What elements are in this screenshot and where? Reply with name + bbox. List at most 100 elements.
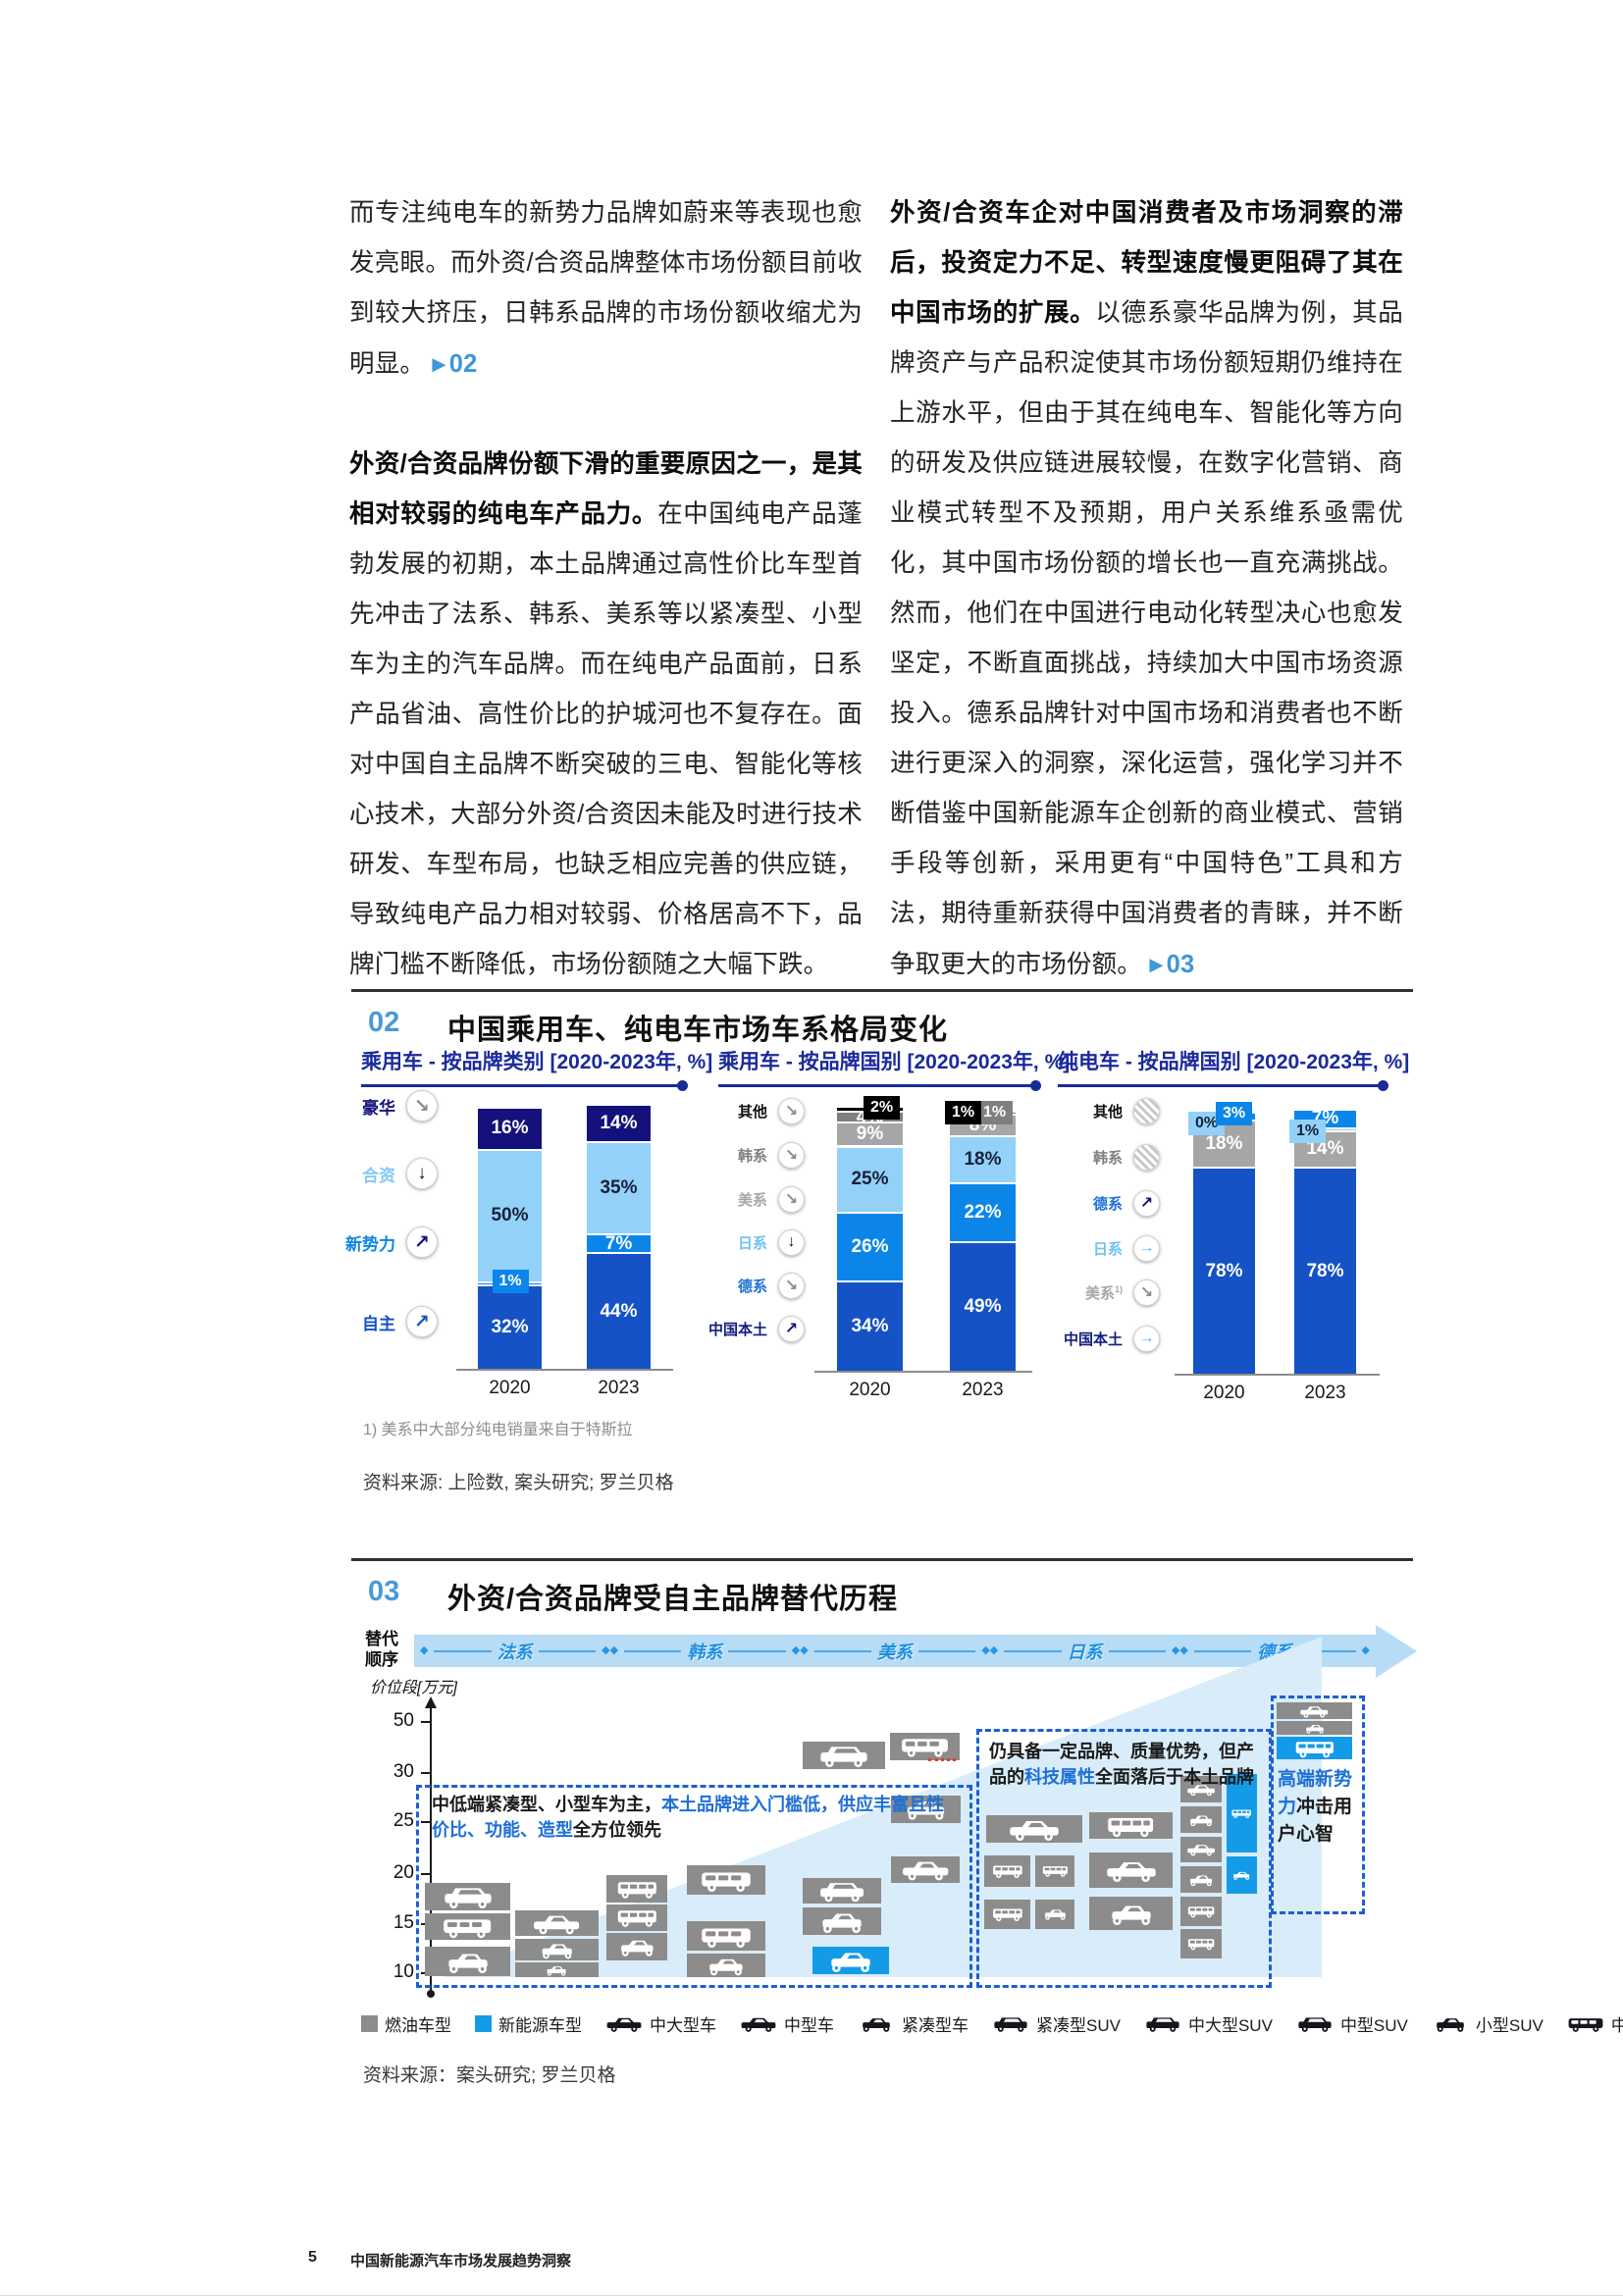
legend-item-label: 中大型车 bbox=[650, 2016, 716, 2035]
legend-item-紧凑型车: 紧凑型车 bbox=[858, 2011, 969, 2036]
annotation-text: 本土品牌进入门槛低，供应丰富且性价比、功能、造型 bbox=[432, 1795, 944, 1840]
legend-item-label: 小型SUV bbox=[1475, 2016, 1544, 2035]
triangle-icon: ▶ bbox=[1149, 954, 1164, 974]
band-line bbox=[1298, 1649, 1356, 1652]
article-column-right: 外资/合资车企对中国消费者及市场洞察的滞后，投资定力不足、转型速度慢更阻碍了其在… bbox=[890, 188, 1403, 1040]
diamond-icon: ◆ bbox=[989, 1644, 999, 1656]
legend-row-自主: 自主 ↗ bbox=[294, 1306, 438, 1337]
chart-title-passenger-by-country: 乘用车 - 按品牌国别 [2020-2023年, %] bbox=[718, 1046, 1070, 1091]
arrow-down-right-icon: ↘ bbox=[778, 1185, 805, 1213]
legend-label: 中国本土 bbox=[707, 1321, 767, 1338]
bar-segment-其他 bbox=[950, 1108, 1016, 1112]
legend-row-德系: 德系 ↗ bbox=[1003, 1189, 1160, 1217]
tick-mark bbox=[421, 1772, 430, 1774]
bar-segment-日系: 25% bbox=[837, 1145, 903, 1212]
figure-link-02[interactable]: ▶ 02 bbox=[425, 350, 477, 378]
annotation-mid: 仍具备一定品牌、质量优势，但产品的科技属性全面落后于本土品牌 bbox=[989, 1739, 1256, 1790]
hatched-circle-icon bbox=[1133, 1097, 1160, 1124]
bar-segment-中国本土: 78% bbox=[1193, 1167, 1255, 1374]
chart-title-passenger-by-brand-type: 乘用车 - 按品牌类别 [2020-2023年, %] bbox=[361, 1046, 712, 1091]
legend-item-label: 中型SUV bbox=[1339, 2016, 1408, 2035]
bar-value-callout: 3% bbox=[1216, 1101, 1253, 1125]
section-divider bbox=[351, 989, 1413, 992]
paragraph-text: 在中国纯电产品蓬勃发展的初期，本土品牌通过高性价比车型首先冲击了法系、韩系、美系… bbox=[349, 500, 863, 978]
annotation-text: 全方位领先 bbox=[573, 1820, 661, 1840]
legend-item-燃油车型: 燃油车型 bbox=[361, 2011, 451, 2036]
suv-car-icon bbox=[1144, 2015, 1181, 2032]
legend-item-中型SUV: 中型SUV bbox=[1296, 2011, 1408, 2036]
legend-item-中大型MPV: 中大型MPV bbox=[1567, 2011, 1623, 2036]
figure-link-03[interactable]: ▶ 03 bbox=[1142, 951, 1194, 978]
red-underline-mark bbox=[928, 1758, 956, 1761]
hatch-car-icon bbox=[858, 2015, 895, 2032]
bar-segment-德系: 7% bbox=[1294, 1109, 1356, 1127]
bar-segment-韩系: 4% bbox=[837, 1108, 903, 1126]
arrow-down-right-icon: ↘ bbox=[778, 1272, 805, 1299]
color-swatch-icon bbox=[475, 2015, 492, 2032]
annotation-text: 全面落后于本土品牌 bbox=[1095, 1767, 1254, 1787]
arrow-down-right-icon: ↘ bbox=[1133, 1278, 1160, 1306]
legend-label: 豪华 bbox=[362, 1098, 395, 1118]
bar-segment-中国本土: 49% bbox=[950, 1240, 1016, 1371]
suv-car-icon bbox=[820, 1746, 867, 1767]
arrow-right-icon: → bbox=[1133, 1325, 1160, 1352]
legend-row-其他: 其他 ↘ bbox=[648, 1097, 805, 1124]
source-line-03: 资料来源：案头研究; 罗兰贝格 bbox=[363, 2065, 616, 2086]
bar-segment-合资: 50% bbox=[478, 1148, 542, 1281]
diamond-icon: ◆ bbox=[791, 1644, 801, 1656]
x-axis bbox=[456, 1369, 673, 1371]
legend-row-德系: 德系 ↘ bbox=[648, 1272, 805, 1299]
arrow-down-right-icon: ↘ bbox=[778, 1097, 805, 1124]
diamond-icon: ◆ bbox=[602, 1644, 610, 1656]
bar-segment-美系: 9% bbox=[837, 1122, 903, 1146]
chart-title-bev-by-country: 纯电车 - 按品牌国别 [2020-2023年, %] bbox=[1058, 1046, 1409, 1091]
tick-label: 50 bbox=[393, 1710, 414, 1731]
section-title: 外资/合资品牌受自主品牌替代历程 bbox=[447, 1584, 899, 1615]
section-number: 03 bbox=[368, 1576, 400, 1607]
bar-segment-合资: 35% bbox=[587, 1140, 651, 1234]
band-line bbox=[434, 1649, 492, 1652]
diamond-icon: ◆ bbox=[1179, 1644, 1188, 1656]
paragraph: 外资/合资车企对中国消费者及市场洞察的滞后，投资定力不足、转型速度慢更阻碍了其在… bbox=[890, 188, 1403, 990]
legend-row-日系: 日系 ↓ bbox=[648, 1228, 805, 1256]
legend-label: 日系 bbox=[737, 1234, 767, 1252]
annotation-premium: 高端新势力冲击用户心智 bbox=[1278, 1766, 1356, 1849]
bar-segment-新势力 bbox=[478, 1280, 542, 1284]
x-axis bbox=[814, 1371, 1032, 1373]
tick-label: 20 bbox=[393, 1862, 414, 1883]
paragraph-lead-bold: 外资/合资车企对中国消费者及市场洞察的滞后，投资定力不足、转型速度慢更阻碍了其在… bbox=[890, 199, 1403, 327]
band-segment-美系: ◆ 美系 ◆ bbox=[800, 1639, 990, 1664]
annotation-text: 冲击用户心智 bbox=[1278, 1797, 1353, 1845]
diamond-icon: ◆ bbox=[800, 1644, 809, 1656]
brand-sequence-arrow-band: ◆ 法系 ◆ ◆ 韩系 ◆ ◆ 美系 ◆ ◆ 日系 ◆ ◆ 德系 ◆ bbox=[414, 1624, 1417, 1678]
legend-item-中型车: 中型车 bbox=[740, 2011, 834, 2036]
legend-label: 中国本土 bbox=[1063, 1331, 1123, 1348]
band-line bbox=[917, 1649, 976, 1652]
band-line bbox=[624, 1649, 682, 1652]
year-label: 2020 bbox=[849, 1380, 891, 1400]
color-swatch-icon bbox=[361, 2015, 378, 2032]
sedan-car-icon bbox=[605, 2015, 643, 2032]
suv-car-icon bbox=[992, 2015, 1029, 2032]
tick-label: 10 bbox=[393, 1961, 414, 1982]
arrow-down-icon: ↓ bbox=[778, 1228, 805, 1256]
paragraph-text: 而专注纯电车的新势力品牌如蔚来等表现也愈发亮眼。而外资/合资品牌整体市场份额目前… bbox=[349, 199, 863, 378]
diamond-icon: ◆ bbox=[1361, 1644, 1370, 1656]
band-label: 法系 bbox=[497, 1642, 533, 1662]
legend-label: 美系1) bbox=[1084, 1283, 1123, 1302]
legend-row-其他: 其他 bbox=[1003, 1097, 1160, 1124]
legend-row-日系: 日系 → bbox=[1003, 1234, 1160, 1262]
year-label: 2023 bbox=[962, 1380, 1004, 1400]
legend-row-韩系: 韩系 ↘ bbox=[648, 1141, 805, 1169]
band-line bbox=[728, 1649, 786, 1652]
legend-row-美系: 美系1) ↘ bbox=[1003, 1278, 1160, 1306]
year-label: 2020 bbox=[489, 1378, 531, 1398]
hatch-car-icon bbox=[1432, 2015, 1469, 2032]
legend-row-韩系: 韩系 bbox=[1003, 1143, 1160, 1171]
year-label: 2023 bbox=[598, 1378, 640, 1398]
legend-label: 韩系 bbox=[1092, 1149, 1123, 1167]
bar-segment-日系 bbox=[1294, 1126, 1356, 1130]
page-number: 5 bbox=[308, 2249, 317, 2266]
vehicle-type-legend: 燃油车型 新能源车型 中大型车 中型车 紧凑型车 紧凑型SUV 中大型SUV 中型SUV 小型S… bbox=[361, 2011, 1623, 2036]
legend-item-label: 中型车 bbox=[784, 2016, 834, 2035]
